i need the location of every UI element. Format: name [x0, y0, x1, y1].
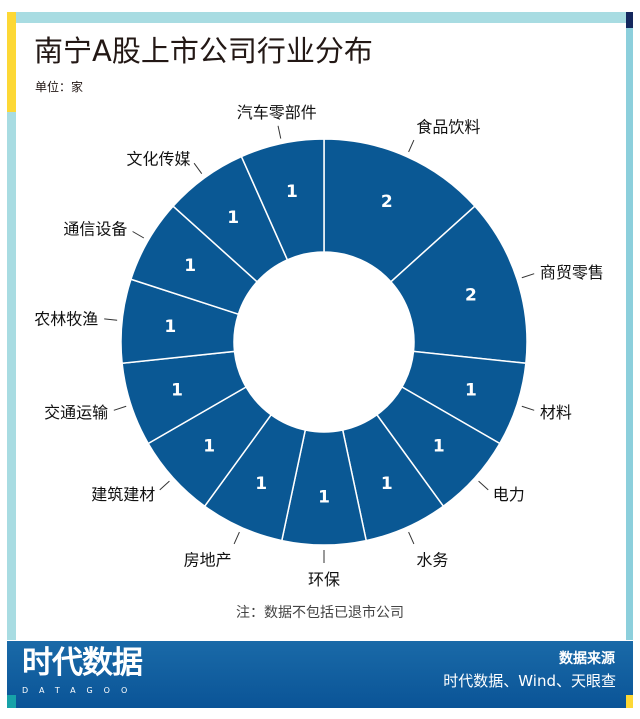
datagoo-logo: 时代数据 — [22, 645, 143, 681]
category-label: 通信设备 — [63, 220, 127, 239]
footnote: 注：数据不包括已退市公司 — [236, 605, 404, 621]
value-label: 1 — [227, 208, 239, 228]
value-label: 1 — [286, 182, 298, 202]
datagoo-logo-sub: DATAGOO — [22, 686, 139, 695]
leader-line — [408, 531, 415, 545]
leader-line — [233, 531, 240, 545]
chart-title: 南宁A股上市公司行业分布 — [34, 34, 373, 68]
leader-line — [132, 231, 145, 239]
category-label: 电力 — [493, 485, 525, 504]
value-label: 1 — [318, 488, 330, 508]
unit-label: 单位：家 — [35, 80, 84, 94]
value-label: 1 — [184, 256, 196, 276]
slice-食品饮料 — [323, 138, 476, 283]
category-label: 汽车零部件 — [237, 103, 317, 122]
source-text: 时代数据、Wind、天眼查 — [443, 672, 616, 690]
category-label: 交通运输 — [44, 403, 108, 422]
leader-line — [521, 273, 535, 279]
right-accent-navy — [626, 12, 633, 28]
left-accent-yellow — [7, 12, 16, 112]
leader-line — [113, 405, 127, 411]
value-label: 1 — [381, 474, 393, 494]
leader-line — [104, 318, 118, 321]
value-label: 1 — [203, 436, 215, 456]
category-label: 文化传媒 — [127, 149, 191, 168]
leader-line — [159, 480, 170, 491]
category-label: 商贸零售 — [540, 263, 604, 282]
value-label: 1 — [164, 317, 176, 337]
category-label: 农林牧渔 — [34, 309, 98, 328]
footer-accent-right — [626, 695, 633, 708]
leader-line — [521, 405, 535, 411]
leader-line — [193, 162, 203, 175]
category-label: 材料 — [540, 403, 572, 422]
value-label: 1 — [465, 381, 477, 401]
value-label: 1 — [171, 381, 183, 401]
slice-商贸零售 — [389, 205, 528, 365]
category-label: 建筑建材 — [91, 485, 155, 504]
card — [7, 12, 633, 708]
value-label: 1 — [255, 474, 267, 494]
value-label: 1 — [433, 436, 445, 456]
slice-汽车零部件 — [240, 138, 325, 261]
leader-line — [478, 480, 489, 491]
value-label: 2 — [465, 285, 477, 305]
footer-accent-left — [7, 695, 16, 708]
leader-line — [277, 125, 282, 139]
value-label: 2 — [381, 192, 393, 212]
top-accent-bar — [7, 12, 633, 23]
left-accent-blue — [7, 112, 16, 640]
footer — [7, 641, 633, 708]
source-title: 数据来源 — [559, 651, 615, 667]
category-label: 食品饮料 — [416, 118, 480, 137]
leader-line — [408, 139, 415, 153]
category-label: 环保 — [308, 570, 340, 589]
right-accent-blue — [626, 28, 633, 640]
category-label: 水务 — [416, 550, 448, 569]
category-label: 房地产 — [184, 550, 232, 569]
